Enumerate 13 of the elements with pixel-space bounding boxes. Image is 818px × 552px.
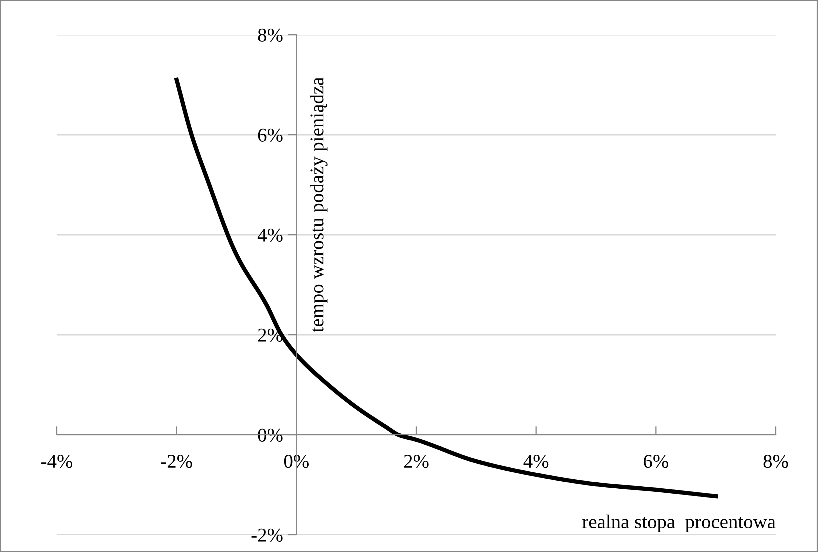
x-tick-label: 0% (284, 455, 309, 468)
x-tick-label: 8% (764, 455, 788, 468)
x-axis-title: realna stopa procentowa (582, 514, 776, 532)
y-tick-label: -2% (252, 528, 283, 542)
x-tick-label: 6% (644, 455, 668, 468)
x-tick-label: 2% (404, 455, 429, 468)
x-tick-label: -2% (161, 455, 192, 468)
x-tick-label: -4% (42, 455, 73, 468)
x-tick-label: 4% (524, 455, 549, 468)
y-tick-label: 4% (258, 228, 283, 242)
y-tick-label: 8% (258, 28, 283, 42)
y-tick-label: 6% (258, 128, 283, 142)
y-axis-title: tempo wzrostu podaży pieniądza (310, 78, 328, 333)
